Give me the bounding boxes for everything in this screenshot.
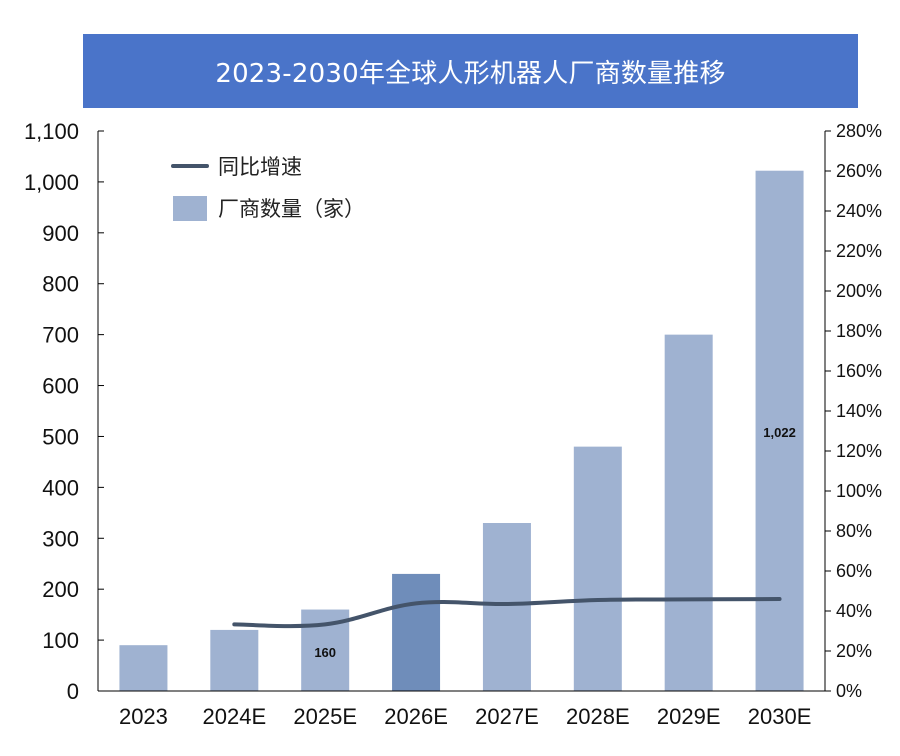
- data-label-group: 160 1,022: [314, 425, 796, 660]
- left-tick-label: 400: [42, 475, 79, 500]
- right-tick-label: 160%: [836, 361, 882, 381]
- left-tick-label: 200: [42, 577, 79, 602]
- right-tick-label: 220%: [836, 241, 882, 261]
- x-tick-label: 2029E: [657, 704, 721, 729]
- right-axis: 0% 20% 40% 60% 80% 100% 120% 140% 160% 180% 200% 22…: [824, 121, 882, 701]
- right-tick-label: 100%: [836, 481, 882, 501]
- x-tick-label: 2030E: [748, 704, 812, 729]
- bar-2029E: [664, 334, 713, 691]
- bar-2030E: [755, 170, 804, 691]
- left-tick-label: 600: [42, 374, 79, 399]
- left-tick-label: 500: [42, 424, 79, 449]
- data-label-2025E: 160: [314, 645, 336, 660]
- data-label-2030E: 1,022: [763, 425, 796, 440]
- bar-2023: [119, 645, 168, 691]
- x-tick-label: 2024E: [203, 704, 267, 729]
- x-tick-label: 2026E: [384, 704, 448, 729]
- right-tick-label: 140%: [836, 401, 882, 421]
- right-tick-label: 120%: [836, 441, 882, 461]
- growth-line-group: [232, 597, 782, 629]
- bar-group: [119, 170, 804, 691]
- left-tick-label: 700: [42, 323, 79, 348]
- right-tick-label: 60%: [836, 561, 872, 581]
- left-tick-label: 100: [42, 628, 79, 653]
- right-tick-label: 0%: [836, 681, 862, 701]
- left-tick-label: 1,100: [24, 119, 79, 144]
- left-tick-label: 300: [42, 526, 79, 551]
- bar-2024E: [210, 629, 259, 691]
- bar-2028E: [573, 446, 622, 691]
- left-axis: 0 100 200 300 400 500 600 700 800 900 1,000 1,100: [24, 119, 104, 704]
- x-tick-label: 2025E: [293, 704, 357, 729]
- left-tick-label: 900: [42, 221, 79, 246]
- left-tick-label: 800: [42, 272, 79, 297]
- x-axis: 2023 2024E 2025E 2026E 2027E 2028E 2029E 2030E: [98, 690, 825, 729]
- legend-label-growth: 同比增速: [218, 155, 302, 179]
- right-tick-label: 80%: [836, 521, 872, 541]
- right-tick-label: 40%: [836, 601, 872, 621]
- right-tick-label: 180%: [836, 321, 882, 341]
- bar-2026E: [392, 573, 441, 691]
- bar-2027E: [482, 523, 531, 691]
- x-tick-label: 2027E: [475, 704, 539, 729]
- right-tick-label: 20%: [836, 641, 872, 661]
- x-tick-label: 2023: [119, 704, 168, 729]
- chart-title: 2023-2030年全球人形机器人厂商数量推移: [83, 34, 858, 108]
- legend-label-count: 厂商数量（家）: [218, 197, 365, 221]
- right-tick-label: 280%: [836, 121, 882, 141]
- left-tick-label: 0: [67, 679, 79, 704]
- x-tick-label: 2028E: [566, 704, 630, 729]
- left-tick-label: 1,000: [24, 170, 79, 195]
- legend-bar-swatch: [173, 196, 207, 221]
- right-tick-label: 200%: [836, 281, 882, 301]
- right-tick-label: 240%: [836, 201, 882, 221]
- right-tick-label: 260%: [836, 161, 882, 181]
